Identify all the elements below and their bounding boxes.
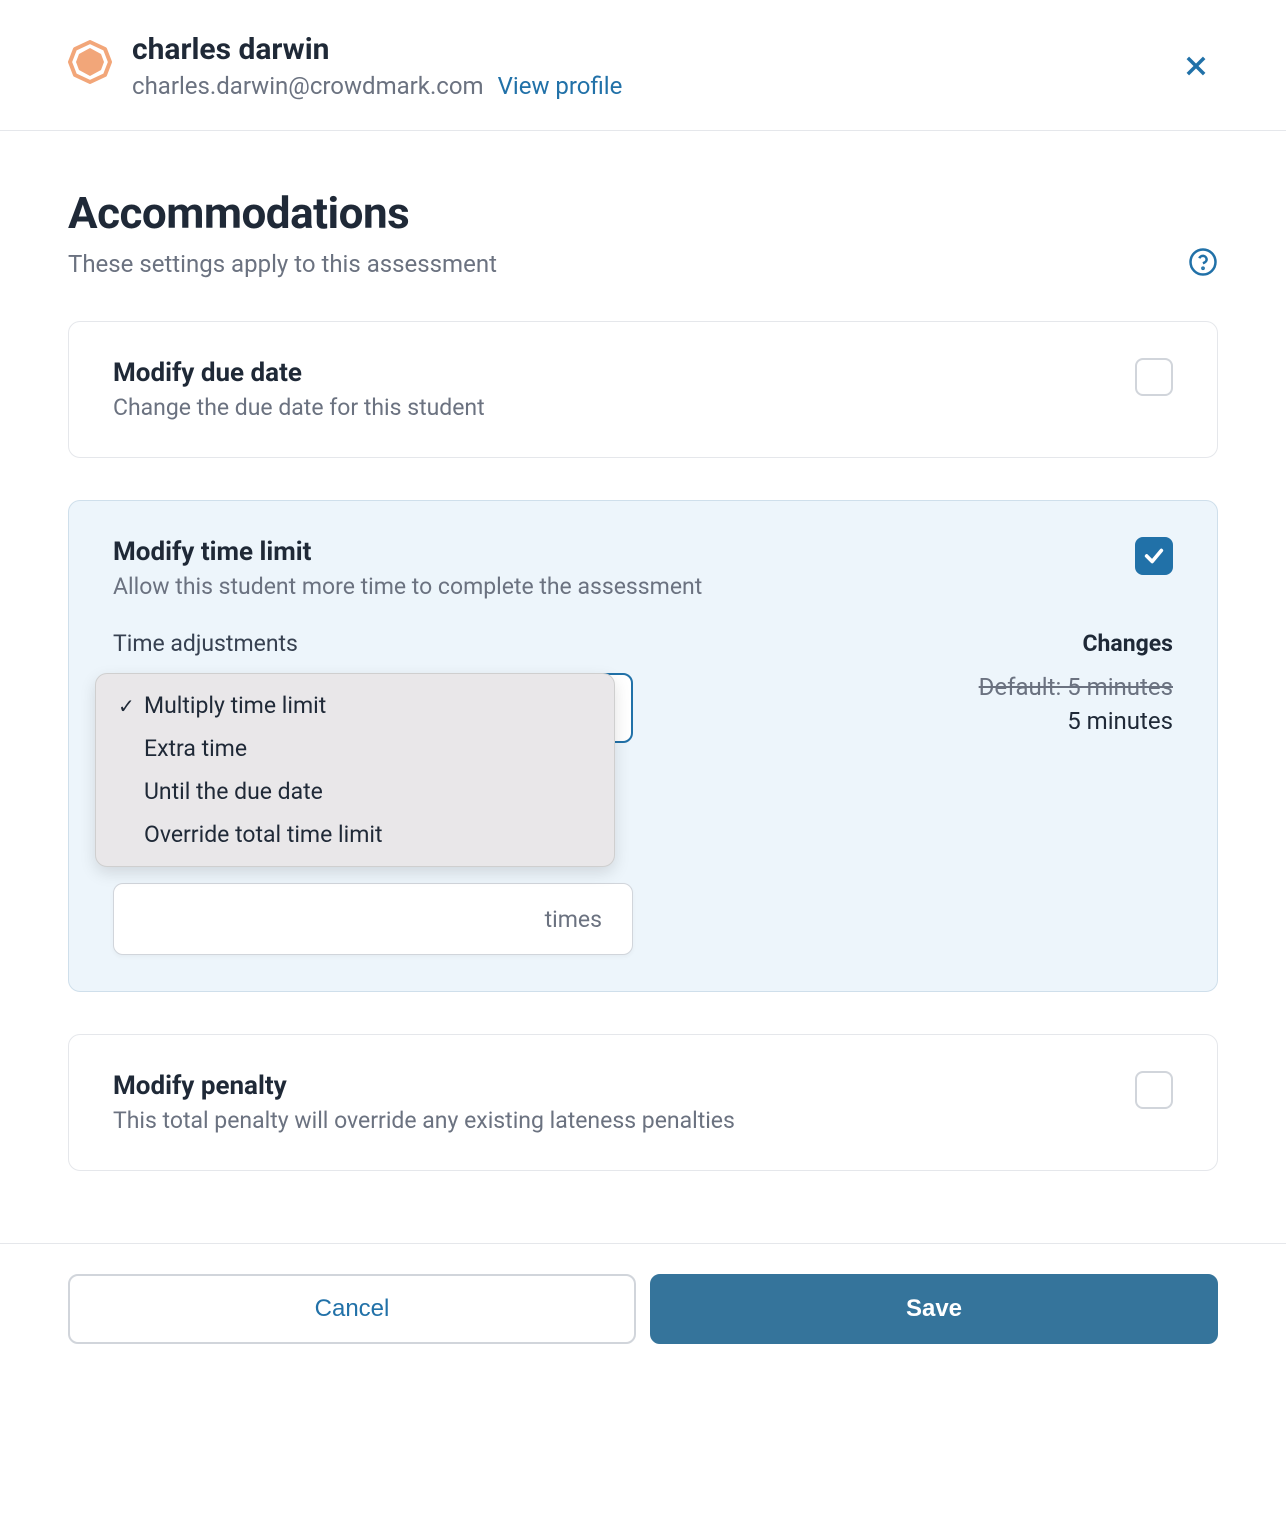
user-email: charles.darwin@crowdmark.com <box>132 72 484 100</box>
modal-footer: Cancel Save <box>0 1243 1286 1392</box>
card-due-date: Modify due date Change the due date for … <box>68 321 1218 458</box>
user-block: charles darwin charles.darwin@crowdmark.… <box>68 32 622 100</box>
checkbox-penalty[interactable] <box>1135 1071 1173 1109</box>
time-adjustment-select-wrap: ✓ Multiply time limit Extra time Until t… <box>113 673 633 955</box>
result-time-text: 5 minutes <box>979 707 1173 735</box>
subtitle-row: These settings apply to this assessment <box>68 247 1218 281</box>
dropdown-option-label: Extra time <box>144 735 247 762</box>
cancel-button[interactable]: Cancel <box>68 1274 636 1344</box>
checkbox-due-date[interactable] <box>1135 358 1173 396</box>
dropdown-option-label: Until the due date <box>144 778 323 805</box>
card-time-limit: Modify time limit Allow this student mor… <box>68 500 1218 992</box>
card-penalty: Modify penalty This total penalty will o… <box>68 1034 1218 1171</box>
time-adjustment-dropdown: ✓ Multiply time limit Extra time Until t… <box>95 673 615 867</box>
multiplier-input[interactable]: times <box>113 883 633 955</box>
changes-column: Default: 5 minutes 5 minutes <box>979 673 1173 735</box>
card-due-date-desc: Change the due date for this student <box>113 394 1135 421</box>
close-icon <box>1182 52 1210 80</box>
view-profile-link[interactable]: View profile <box>498 72 623 100</box>
changes-label: Changes <box>1082 630 1173 657</box>
card-due-date-title: Modify due date <box>113 358 1135 388</box>
time-adjustments-label: Time adjustments <box>113 630 298 657</box>
card-penalty-title: Modify penalty <box>113 1071 1135 1101</box>
avatar <box>68 40 112 84</box>
card-penalty-desc: This total penalty will override any exi… <box>113 1107 1135 1134</box>
user-info: charles darwin charles.darwin@crowdmark.… <box>132 32 622 100</box>
modal-header: charles darwin charles.darwin@crowdmark.… <box>0 0 1286 131</box>
dropdown-option-extra-time[interactable]: Extra time <box>96 727 614 770</box>
main-content: Accommodations These settings apply to t… <box>0 131 1286 1243</box>
dropdown-option-label: Override total time limit <box>144 821 382 848</box>
user-name: charles darwin <box>132 32 622 68</box>
page-subtitle: These settings apply to this assessment <box>68 250 497 278</box>
dropdown-option-multiply[interactable]: ✓ Multiply time limit <box>96 684 614 727</box>
dropdown-option-label: Multiply time limit <box>144 692 326 719</box>
dropdown-option-override[interactable]: Override total time limit <box>96 813 614 856</box>
save-button[interactable]: Save <box>650 1274 1218 1344</box>
dropdown-option-until-due[interactable]: Until the due date <box>96 770 614 813</box>
default-time-text: Default: 5 minutes <box>979 673 1173 701</box>
page-title: Accommodations <box>68 187 1218 239</box>
check-icon <box>1143 545 1165 567</box>
user-meta: charles.darwin@crowdmark.com View profil… <box>132 72 622 100</box>
help-icon[interactable] <box>1188 247 1218 281</box>
close-button[interactable] <box>1174 44 1218 91</box>
checkmark-icon: ✓ <box>118 694 144 718</box>
card-time-limit-desc: Allow this student more time to complete… <box>113 573 1135 600</box>
multiplier-suffix: times <box>545 906 602 933</box>
checkbox-time-limit[interactable] <box>1135 537 1173 575</box>
card-time-limit-title: Modify time limit <box>113 537 1135 567</box>
